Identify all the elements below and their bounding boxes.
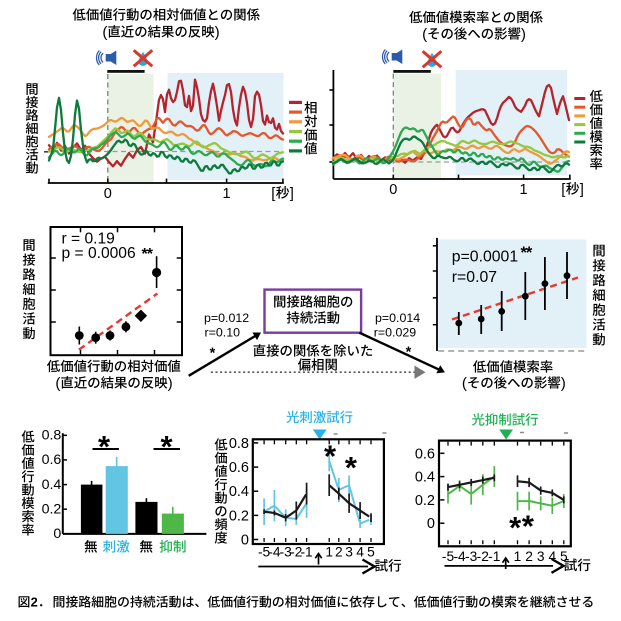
svg-text:r=0.10: r=0.10 <box>205 326 241 340</box>
svg-text:*: * <box>509 510 522 545</box>
svg-text:(: ( <box>102 24 107 41</box>
svg-text:0: 0 <box>427 516 435 532</box>
svg-text:5: 5 <box>560 549 568 564</box>
svg-text:0.4: 0.4 <box>42 477 62 493</box>
svg-text:-5: -5 <box>442 549 455 564</box>
svg-text:*: * <box>160 429 173 464</box>
svg-text:4: 4 <box>548 549 556 564</box>
svg-text:-5: -5 <box>258 545 271 560</box>
svg-text:r=0.07: r=0.07 <box>452 269 497 286</box>
svg-text:): ) <box>561 375 566 392</box>
svg-text:*: * <box>522 509 535 544</box>
svg-text:-2: -2 <box>477 549 489 564</box>
svg-text:0.2: 0.2 <box>415 493 435 509</box>
svg-text:p = 0.0006: p = 0.0006 <box>62 245 136 262</box>
svg-text:**: ** <box>142 246 154 263</box>
svg-text:0: 0 <box>241 533 249 549</box>
svg-text:-2: -2 <box>290 545 302 560</box>
svg-text:]: ] <box>580 182 584 198</box>
svg-text:(: ( <box>55 375 60 392</box>
svg-text:0.6: 0.6 <box>42 452 62 468</box>
svg-text:): ) <box>521 26 526 43</box>
svg-text:0: 0 <box>389 182 397 198</box>
svg-text:*: * <box>345 450 358 485</box>
svg-text:2: 2 <box>335 545 343 560</box>
svg-text:0.4: 0.4 <box>415 470 435 486</box>
svg-text:0.8: 0.8 <box>229 436 249 452</box>
svg-text:0.2: 0.2 <box>42 502 62 518</box>
svg-text:-4: -4 <box>453 549 466 564</box>
svg-text:r=0.029: r=0.029 <box>374 326 416 340</box>
svg-text:1: 1 <box>514 549 522 564</box>
svg-text:0.2: 0.2 <box>229 508 249 524</box>
svg-text:): ) <box>168 375 173 392</box>
svg-text:-4: -4 <box>268 545 281 560</box>
svg-text:-1: -1 <box>488 549 500 564</box>
svg-text:p=0.0001: p=0.0001 <box>452 249 519 266</box>
svg-text:(: ( <box>422 26 427 43</box>
svg-text:]: ] <box>290 186 294 202</box>
svg-text:3: 3 <box>537 549 545 564</box>
svg-text:): ) <box>215 24 220 41</box>
svg-text:-1: -1 <box>300 545 312 560</box>
svg-text:*: * <box>98 429 111 464</box>
svg-text:0.8: 0.8 <box>42 428 62 444</box>
svg-text:1: 1 <box>223 186 231 202</box>
svg-text:-3: -3 <box>465 549 478 564</box>
svg-text:**: ** <box>521 244 533 262</box>
svg-text:*: * <box>406 345 412 361</box>
svg-text:1: 1 <box>520 182 528 198</box>
svg-text:4: 4 <box>356 545 364 560</box>
svg-text:3: 3 <box>345 545 353 560</box>
svg-text:[: [ <box>271 186 275 202</box>
svg-text:[: [ <box>561 182 565 198</box>
svg-text:0.6: 0.6 <box>229 460 249 476</box>
svg-text:0.6: 0.6 <box>415 446 435 462</box>
svg-text:p=0.012: p=0.012 <box>204 311 249 325</box>
svg-text:1: 1 <box>325 545 333 560</box>
svg-text:r = 0.19: r = 0.19 <box>62 231 115 248</box>
svg-text:(: ( <box>462 375 467 392</box>
svg-text:2: 2 <box>31 595 38 610</box>
svg-text:0: 0 <box>53 526 61 542</box>
svg-text:*: * <box>324 439 337 474</box>
svg-text:2: 2 <box>525 549 533 564</box>
svg-text:*: * <box>210 346 216 362</box>
svg-text:-3: -3 <box>280 545 293 560</box>
svg-text:0.4: 0.4 <box>229 484 249 500</box>
svg-text:5: 5 <box>367 545 375 560</box>
svg-text:0: 0 <box>104 186 112 202</box>
svg-text:p=0.014: p=0.014 <box>375 311 420 325</box>
